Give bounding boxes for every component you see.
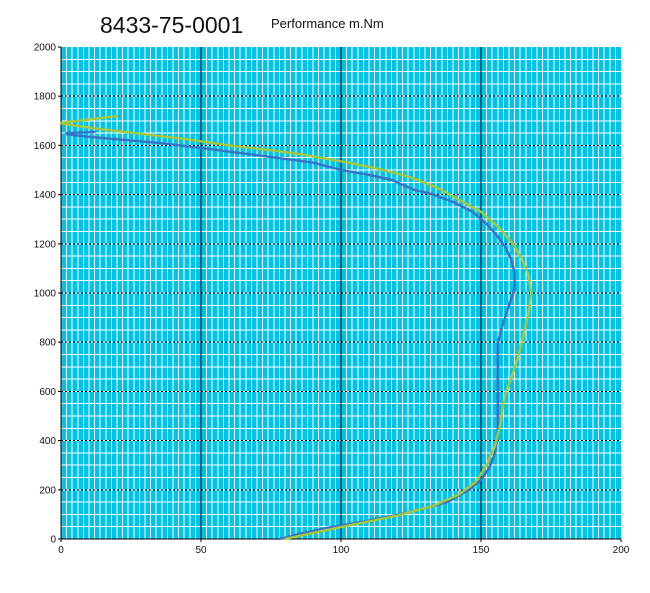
chart-title: 8433-75-0001 (100, 12, 244, 38)
y-tick-label: 1400 (34, 190, 57, 201)
y-tick-label: 600 (39, 387, 56, 398)
y-tick-label: 1600 (34, 141, 57, 152)
x-tick-label: 0 (58, 545, 64, 556)
y-tick-label: 1800 (34, 92, 57, 103)
y-tick-label: 400 (39, 436, 56, 447)
chart-subtitle: Performance m.Nm (271, 16, 384, 31)
x-tick-label: 150 (473, 545, 490, 556)
y-tick-label: 800 (39, 338, 56, 349)
y-tick-label: 1000 (34, 289, 57, 300)
x-tick-label: 200 (613, 545, 630, 556)
series-line-0 (65, 130, 516, 541)
x-tick-label: 50 (195, 545, 207, 556)
y-tick-label: 2000 (34, 43, 57, 54)
x-tick-label: 100 (333, 545, 350, 556)
y-tick-label: 200 (39, 485, 56, 496)
y-tick-label: 1200 (34, 239, 57, 250)
y-tick-label: 0 (50, 535, 56, 546)
series-line-1 (59, 114, 533, 541)
